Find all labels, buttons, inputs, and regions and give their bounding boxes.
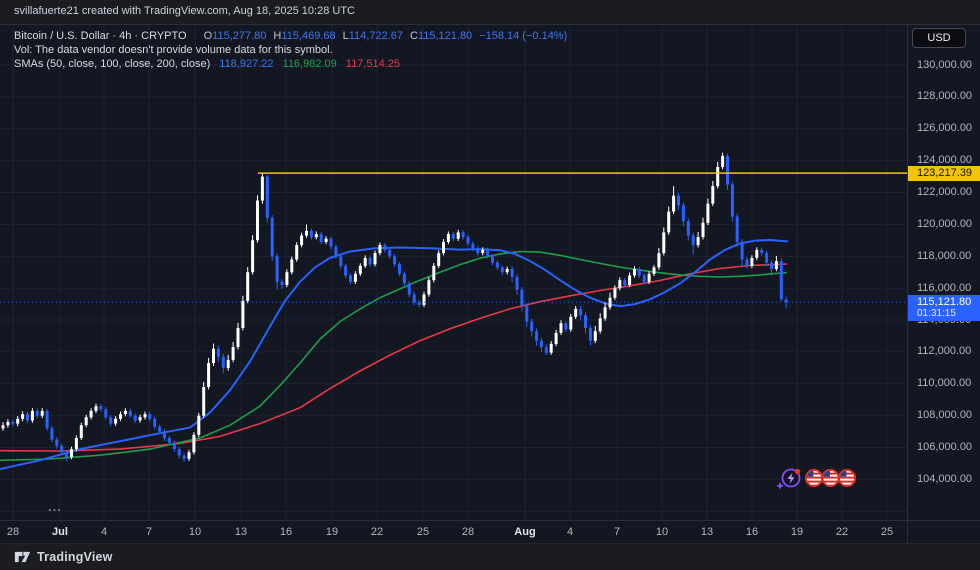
time-tick-label: 25 <box>416 526 430 538</box>
axis-corner-divider <box>907 520 908 543</box>
time-tick-month-label: Aug <box>514 526 536 538</box>
price-tick-label: 106,000.00 <box>917 441 973 453</box>
price-tick-label: 120,000.00 <box>917 217 973 230</box>
sma100-value: 116,982.09 <box>282 58 337 70</box>
time-tick-label: 28 <box>461 526 475 538</box>
chart-legend: Bitcoin / U.S. Dollar · 4h · CRYPTO O 11… <box>14 29 567 71</box>
symbol-legend-row[interactable]: Bitcoin / U.S. Dollar · 4h · CRYPTO O 11… <box>14 29 567 43</box>
grid-lines <box>0 25 907 520</box>
time-tick-label: 22 <box>835 526 849 538</box>
footer-bar: TradingView <box>0 543 980 570</box>
price-tick-label: 126,000.00 <box>917 122 973 135</box>
price-axis[interactable]: USD 130,000.00 128,000.00 126,000.00 124,00… <box>907 25 980 520</box>
bar-countdown: 01:31:15 <box>917 308 956 320</box>
current-price-value: 115,121.80 <box>917 296 972 309</box>
ohlc-high-label: H <box>273 30 282 42</box>
price-tick-label: 118,000.00 <box>917 249 972 262</box>
ai-spark-event-icon[interactable] <box>776 468 801 490</box>
sparkle-icon <box>776 482 784 490</box>
time-tick-label: 19 <box>325 526 339 538</box>
price-tick-label: 122,000.00 <box>917 186 973 198</box>
chart-pane[interactable]: Bitcoin / U.S. Dollar · 4h · CRYPTO O 11… <box>0 25 907 520</box>
chart-canvas[interactable] <box>0 25 907 520</box>
time-tick-label: 13 <box>234 526 248 538</box>
price-tick-label: 128,000.00 <box>917 90 973 103</box>
ohlc-open-label: O <box>203 30 213 42</box>
time-tick-label: 22 <box>370 526 384 538</box>
time-tick-label: 16 <box>745 526 759 538</box>
price-tick-label: 116,000.00 <box>917 281 972 294</box>
ohlc-low-label: L <box>342 30 349 42</box>
tradingview-brand-link[interactable]: TradingView <box>14 550 113 564</box>
time-tick-label: 28 <box>6 526 20 538</box>
sma50-value: 118,927.22 <box>219 58 274 70</box>
price-tick-label: 130,000.00 <box>917 58 973 71</box>
sma-legend-row[interactable]: SMAs (50, close, 100, close, 200, close)… <box>14 57 567 71</box>
notification-dot <box>794 468 801 475</box>
candlestick-series <box>1 152 788 462</box>
ohlc-close-value: 115,121.80 <box>417 30 473 42</box>
volume-notice: Vol: The data vendor doesn't provide vol… <box>14 44 333 56</box>
time-tick-label: 7 <box>145 526 153 538</box>
ohlc-low-value: 114,722.67 <box>348 30 403 42</box>
time-tick-label: 4 <box>100 526 108 538</box>
us-flag-event-icon[interactable] <box>837 468 857 488</box>
time-tick-label: 25 <box>880 526 894 538</box>
volume-legend-row[interactable]: Vol: The data vendor doesn't provide vol… <box>14 43 567 57</box>
time-tick-label: 16 <box>279 526 293 538</box>
ohlc-high-value: 115,469.68 <box>281 30 336 42</box>
time-tick-label: 10 <box>188 526 202 538</box>
sma50-line[interactable] <box>0 238 789 470</box>
time-tick-label: 19 <box>790 526 804 538</box>
ohlc-close-label: C <box>409 30 418 42</box>
time-tick-label: 10 <box>655 526 669 538</box>
current-price-label: 115,121.80 01:31:15 <box>908 295 980 322</box>
attribution-text: svillafuerte21 created with TradingView.… <box>14 5 355 17</box>
sma-indicator-label[interactable]: SMAs (50, close, 100, close, 200, close) <box>14 58 211 70</box>
price-tick-label: 110,000.00 <box>917 377 972 390</box>
price-tick-label: 108,000.00 <box>917 409 973 422</box>
legend-more-button[interactable]: ... <box>48 499 62 514</box>
price-tick-label: 104,000.00 <box>917 472 973 485</box>
currency-toggle-button[interactable]: USD <box>912 28 966 48</box>
tradingview-logo-icon <box>14 551 31 563</box>
tradingview-brand-name: TradingView <box>37 550 113 564</box>
us-flag-event-icon[interactable] <box>821 468 840 488</box>
sma100-line[interactable] <box>0 250 788 462</box>
change-value: −158.14 (−0.14%) <box>479 30 568 42</box>
sma200-line[interactable] <box>0 263 788 452</box>
time-tick-month-label: Jul <box>52 526 68 538</box>
attribution-bar: svillafuerte21 created with TradingView.… <box>0 0 980 25</box>
sma200-value: 117,514.25 <box>345 58 401 70</box>
time-tick-label: 4 <box>566 526 574 538</box>
us-flag-event-icon[interactable] <box>804 468 824 488</box>
time-tick-label: 7 <box>613 526 621 538</box>
price-tick-label: 124,000.00 <box>917 154 973 167</box>
price-tick-label: 112,000.00 <box>917 345 972 358</box>
symbol-title[interactable]: Bitcoin / U.S. Dollar · 4h · CRYPTO <box>14 30 187 42</box>
ohlc-open-value: 115,277.80 <box>212 30 267 42</box>
time-axis[interactable]: 28 Jul 4 7 10 13 16 19 22 25 28 Aug 4 7 10 13 16 19 22 25 <box>0 520 980 543</box>
level-price-label: 123,217.39 <box>908 165 980 181</box>
time-tick-label: 13 <box>700 526 714 538</box>
